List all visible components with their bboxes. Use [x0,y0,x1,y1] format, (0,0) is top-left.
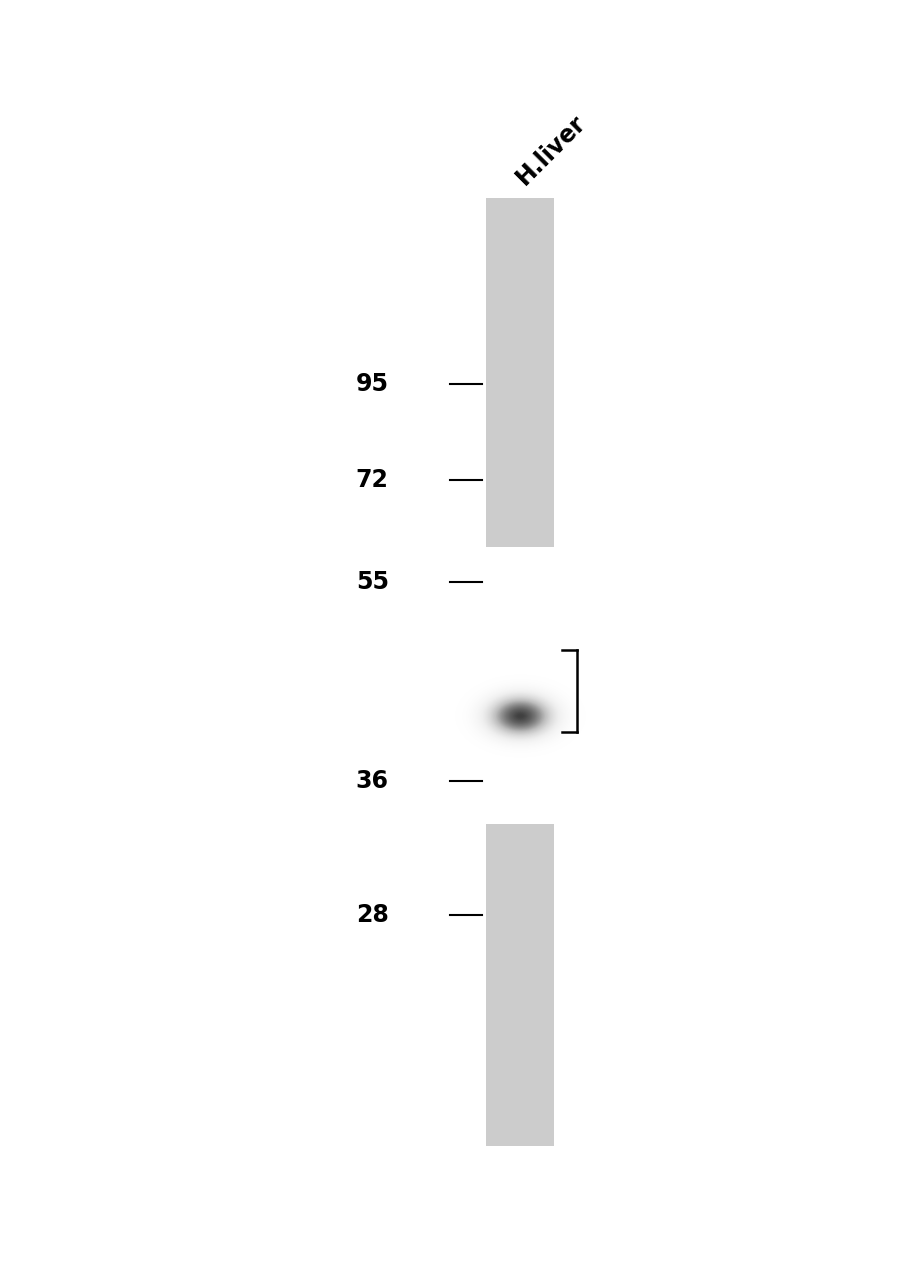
Text: 28: 28 [356,904,388,927]
Text: 36: 36 [355,769,388,792]
Text: 72: 72 [356,468,388,492]
FancyBboxPatch shape [486,198,553,1146]
Text: 95: 95 [355,372,388,396]
Text: H.liver: H.liver [511,110,591,189]
Text: 55: 55 [355,571,388,594]
